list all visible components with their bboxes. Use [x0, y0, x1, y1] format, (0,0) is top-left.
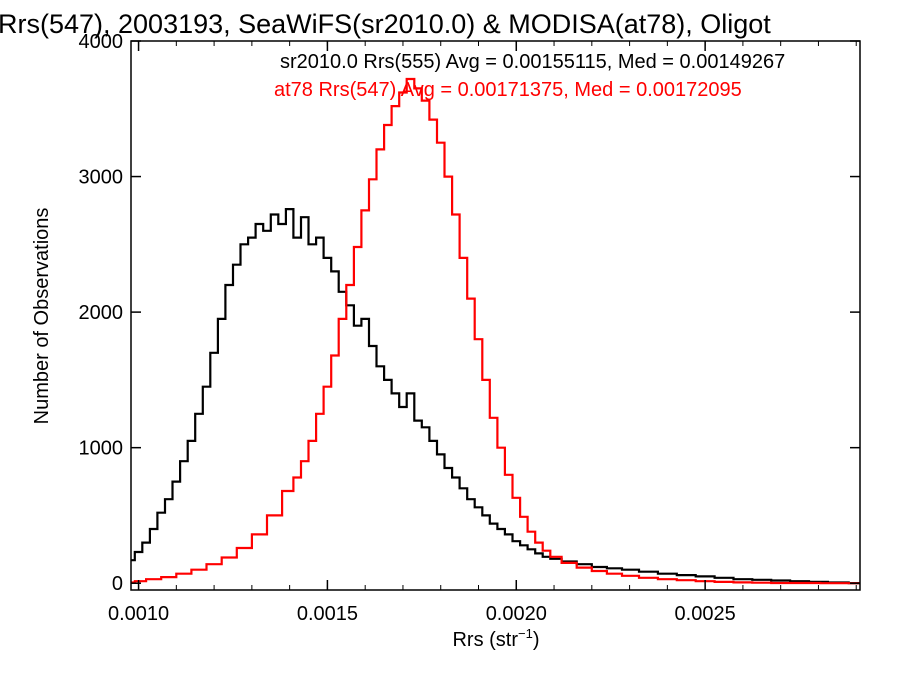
- y-tick-label: 0: [112, 573, 123, 595]
- x-axis-label-main: Rrs (str: [452, 629, 518, 651]
- chart-title: Rrs(547), 2003193, SeaWiFS(sr2010.0) & M…: [0, 9, 771, 39]
- x-tick-label: 0.0010: [108, 603, 169, 625]
- series-line-red: [131, 77, 860, 585]
- x-axis-label-close: ): [533, 629, 540, 651]
- x-axis-label-superscript: −1: [518, 626, 533, 641]
- x-tick-label: 0.0025: [675, 603, 736, 625]
- y-tick-label: 3000: [79, 167, 124, 189]
- legend-entry-red: at78 Rrs(547) Avg = 0.00171375, Med = 0.…: [274, 79, 742, 101]
- y-tick-label: 2000: [79, 302, 124, 324]
- series-line-black: [131, 208, 860, 585]
- y-tick-label: 4000: [79, 31, 124, 53]
- x-tick-label: 0.0020: [486, 603, 547, 625]
- legend-entry-black: sr2010.0 Rrs(555) Avg = 0.00155115, Med …: [280, 51, 785, 73]
- tick-layer: 0.0010 0.0015 0.0020 0.0025 0 1000 2000 3000 400…: [79, 31, 860, 625]
- x-axis-label: Rrs (str−1): [452, 626, 539, 651]
- y-axis-label: Number of Observations: [31, 208, 53, 425]
- series-layer: [131, 77, 860, 585]
- y-tick-label: 1000: [79, 438, 124, 460]
- plot-frame: [130, 40, 861, 591]
- x-tick-label: 0.0015: [297, 603, 358, 625]
